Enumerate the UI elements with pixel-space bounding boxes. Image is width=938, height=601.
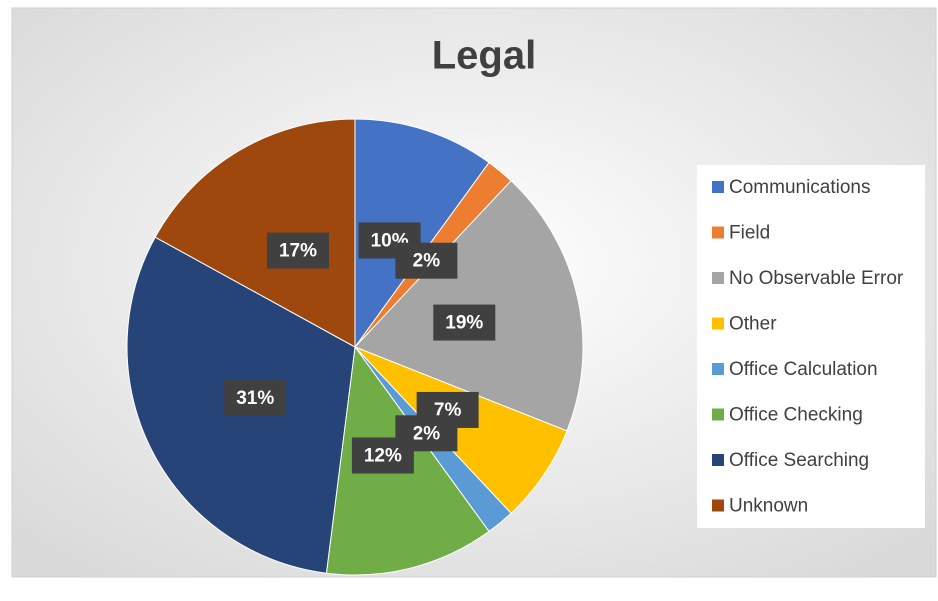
legend-label: Field xyxy=(729,223,770,244)
legend-swatch xyxy=(712,499,724,512)
data-label: 2% xyxy=(413,423,441,444)
data-label-box xyxy=(351,437,414,474)
legend-label: Office Checking xyxy=(729,405,863,426)
data-label-box xyxy=(266,232,329,269)
legend-swatch xyxy=(712,408,724,421)
slices xyxy=(126,118,584,576)
data-label-box xyxy=(395,242,458,279)
data-label: 17% xyxy=(279,241,317,262)
legend: Communications Field No Observable Error Ot… xyxy=(712,177,904,517)
pie-slice xyxy=(154,118,356,348)
data-label-box xyxy=(433,304,496,341)
chart-title: Legal xyxy=(432,34,536,78)
legend-swatch xyxy=(712,272,724,284)
legend-label: Communications xyxy=(729,177,871,198)
legend-swatch xyxy=(712,226,724,239)
data-label: 2% xyxy=(413,251,441,272)
legend-label: Office Calculation xyxy=(729,359,878,380)
data-label: 31% xyxy=(236,388,274,409)
data-label: 19% xyxy=(445,313,483,334)
legend-swatch xyxy=(712,317,724,330)
legend-swatch xyxy=(712,181,724,193)
legend-label: Other xyxy=(729,314,777,335)
data-label: 12% xyxy=(364,445,402,466)
labels: 10%2%19%7%2%12%31%17% xyxy=(224,222,496,474)
legend-label: Office Searching xyxy=(729,450,869,471)
legend-label: Unknown xyxy=(729,496,808,517)
legend-swatch xyxy=(712,454,724,466)
legend-box xyxy=(697,165,925,528)
legend-swatch xyxy=(712,363,724,375)
pie-slice xyxy=(354,118,490,349)
legend-label: No Observable Error xyxy=(729,268,904,289)
data-label-box xyxy=(224,379,287,416)
